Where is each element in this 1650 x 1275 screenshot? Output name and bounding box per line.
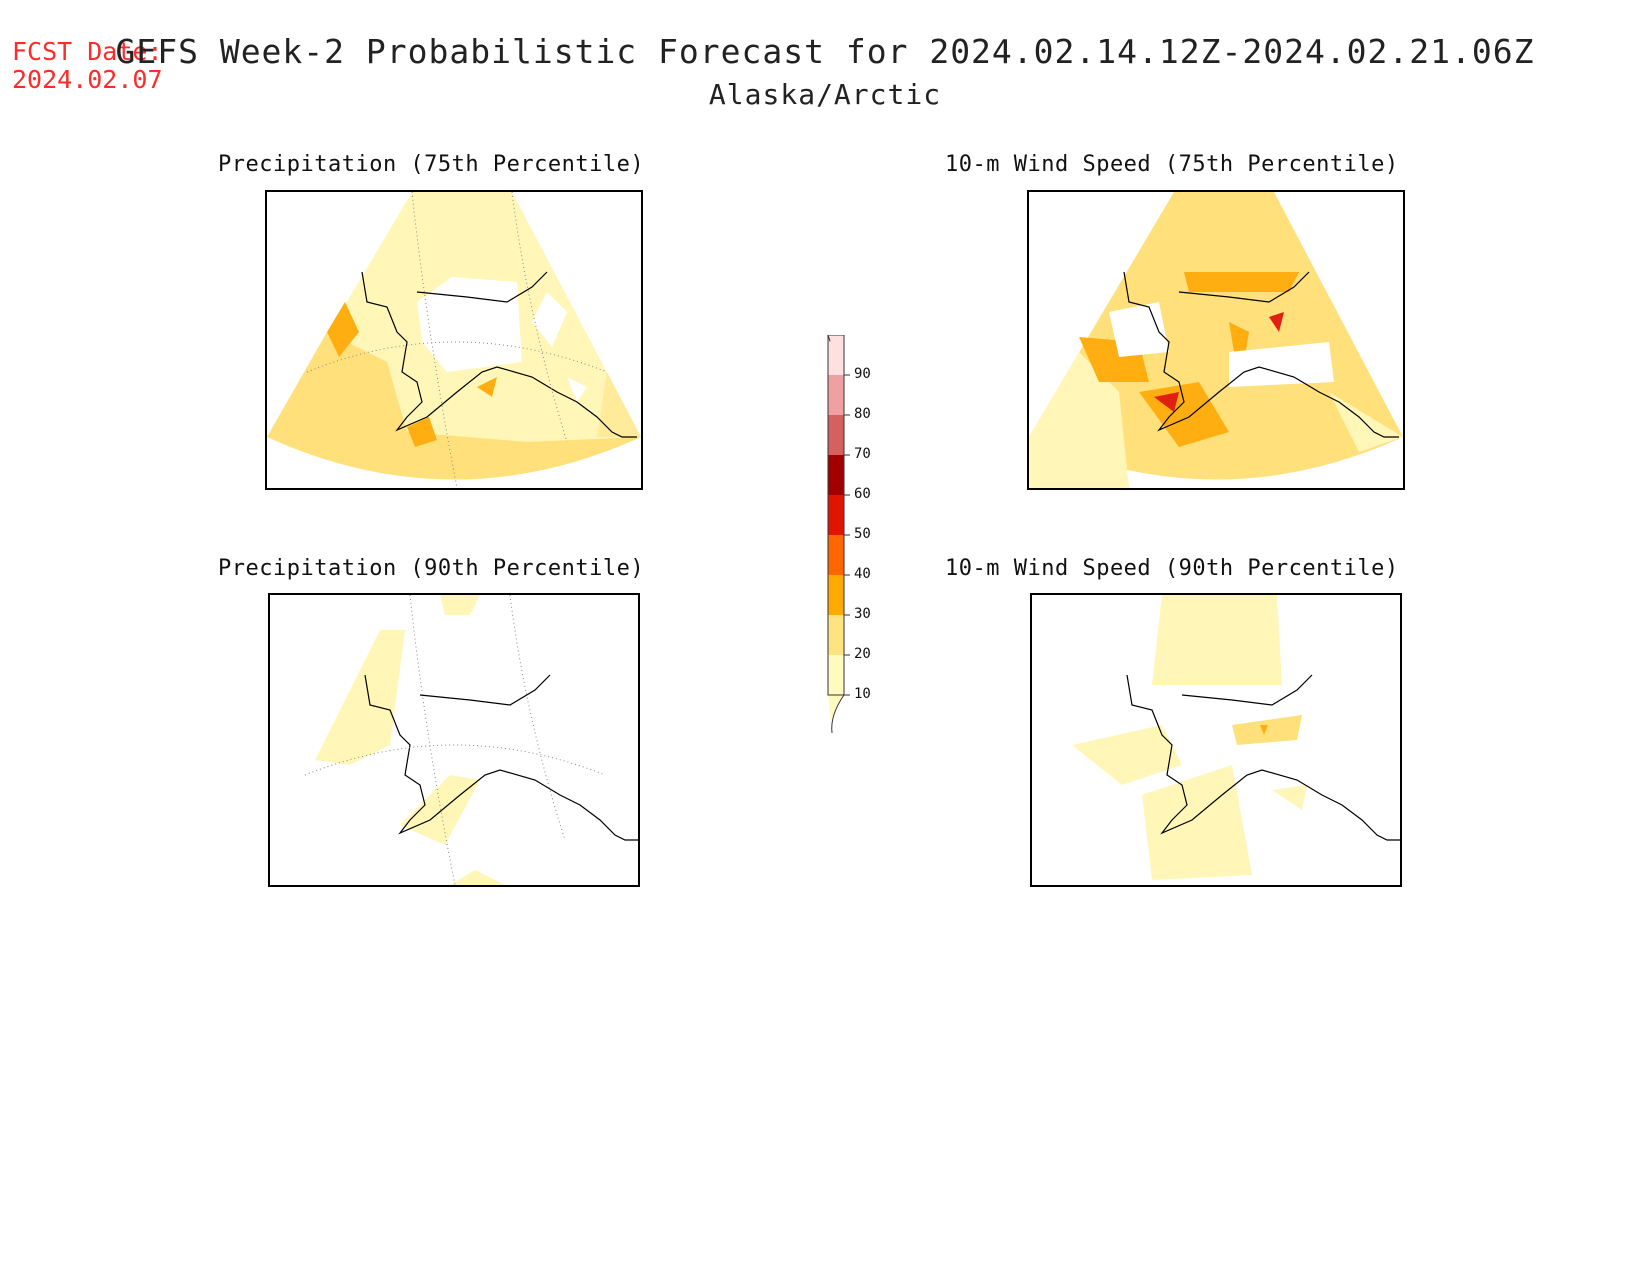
forecast-date-label: FCST Date: <box>12 37 163 66</box>
colorbar-label-10: 10 <box>854 686 871 702</box>
panel-title-wind-75: 10-m Wind Speed (75th Percentile) <box>945 152 1399 177</box>
map-precip-90 <box>268 593 640 887</box>
colorbar-segment-2 <box>828 615 844 655</box>
forecast-date-value: 2024.02.07 <box>12 65 163 94</box>
colorbar-label-60: 60 <box>854 486 871 502</box>
panel-title-precip-75: Precipitation (75th Percentile) <box>218 152 645 177</box>
map-wind-90 <box>1030 593 1402 887</box>
colorbar-segment-5 <box>828 495 844 535</box>
forecast-date-block: FCST Date: 2024.02.07 <box>12 38 163 94</box>
colorbar-label-80: 80 <box>854 406 871 422</box>
colorbar-segment-4 <box>828 535 844 575</box>
colorbar-lower-triangle <box>828 694 845 734</box>
colorbar-upper-triangle <box>827 335 844 342</box>
colorbar-outline <box>827 335 845 696</box>
colorbar-label-30: 30 <box>854 606 871 622</box>
panel-title-precip-90: Precipitation (90th Percentile) <box>218 556 645 581</box>
map-precip-75 <box>265 190 643 490</box>
colorbar-label-40: 40 <box>854 566 871 582</box>
map-wind-75 <box>1027 190 1405 490</box>
colorbar-label-70: 70 <box>854 446 871 462</box>
main-title: GEFS Week-2 Probabilistic Forecast for 2… <box>115 32 1535 71</box>
colorbar-segment-7 <box>828 415 844 455</box>
region-subtitle: Alaska/Arctic <box>708 78 942 111</box>
colorbar-segment-3 <box>828 575 844 615</box>
colorbar-label-90: 90 <box>854 366 871 382</box>
colorbar-label-20: 20 <box>854 646 871 662</box>
colorbar-segment-8 <box>828 375 844 415</box>
colorbar-segment-1 <box>828 655 844 695</box>
colorbar-label-50: 50 <box>854 526 871 542</box>
colorbar <box>827 335 850 734</box>
colorbar-segment-9 <box>828 335 844 375</box>
panel-title-wind-90: 10-m Wind Speed (90th Percentile) <box>945 556 1399 581</box>
colorbar-segment-6 <box>828 455 844 495</box>
